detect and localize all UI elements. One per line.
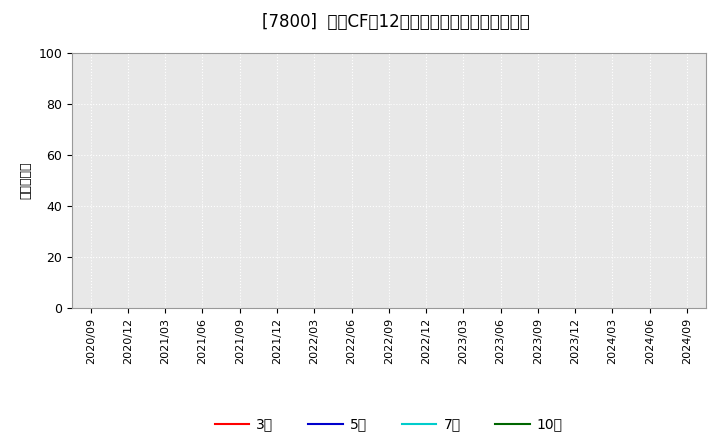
Text: [7800]  投資CFの12か月移動合計の平均値の推移: [7800] 投資CFの12か月移動合計の平均値の推移 [262, 13, 530, 31]
Y-axis label: （百万円）: （百万円） [20, 161, 33, 199]
Legend: 3年, 5年, 7年, 10年: 3年, 5年, 7年, 10年 [209, 412, 569, 437]
